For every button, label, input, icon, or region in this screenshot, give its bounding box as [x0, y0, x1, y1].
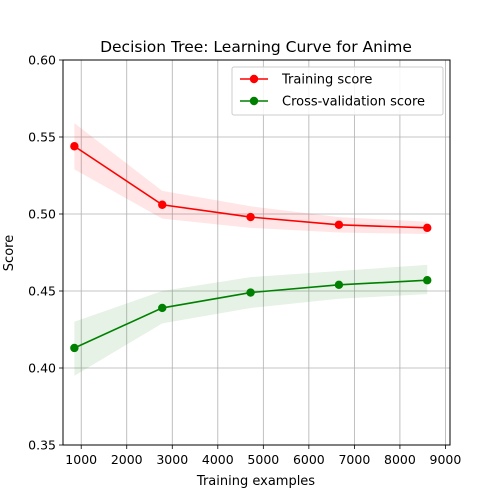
x-tick-label: 9000: [430, 452, 462, 467]
y-tick-label: 0.45: [28, 284, 56, 299]
data-point-training: [423, 223, 432, 233]
data-point-cross-validation: [158, 303, 167, 313]
data-point-training: [246, 212, 255, 222]
x-tick-label: 8000: [384, 452, 416, 467]
y-tick-label: 0.60: [28, 53, 56, 68]
x-tick-label: 3000: [156, 452, 188, 467]
y-tick-label: 0.55: [28, 130, 56, 145]
data-point-cross-validation: [334, 280, 344, 290]
data-point-training: [70, 142, 79, 151]
x-tick-label: 2000: [111, 452, 143, 467]
legend-marker-training: [249, 74, 259, 84]
chart-title: Decision Tree: Learning Curve for Anime: [100, 38, 412, 56]
x-tick-label: 1000: [65, 452, 97, 467]
data-point-training: [334, 220, 344, 229]
x-axis-label: Training examples: [196, 474, 315, 489]
plot-frame: [62, 59, 451, 446]
y-tick-label: 0.40: [28, 361, 56, 376]
data-point-cross-validation: [246, 288, 255, 297]
y-tick-label: 0.50: [28, 207, 56, 222]
x-axis-ticks: 1000 2000 3000 4000 5000 6000 7000 8000 9000: [65, 445, 461, 467]
legend-marker-cross-validation: [249, 96, 259, 106]
y-axis-label: Score: [2, 235, 17, 271]
legend-label-training: Training score: [281, 73, 372, 88]
x-tick-label: 4000: [202, 452, 234, 467]
data-point-cross-validation: [423, 276, 432, 285]
x-tick-label: 5000: [247, 452, 279, 467]
confidence-band-cross-validation: [74, 264, 428, 376]
legend-label-cross-validation: Cross-validation score: [282, 95, 425, 110]
legend-box: [231, 66, 444, 116]
data-point-cross-validation: [70, 343, 79, 353]
x-tick-label: 7000: [338, 452, 370, 467]
legend: Training score Cross-validation score: [231, 66, 444, 116]
y-tick-label: 0.35: [28, 438, 56, 453]
y-axis-ticks: 0.35 0.40 0.45 0.50 0.55 0.60: [28, 53, 63, 453]
data-point-training: [158, 200, 167, 209]
series-points: [70, 142, 432, 353]
x-tick-label: 6000: [293, 452, 325, 467]
